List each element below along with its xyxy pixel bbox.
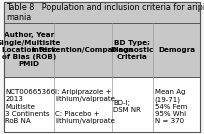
Text: Author, Year
Single/Multisite
Location Risk
of Bias (ROB)
PMID: Author, Year Single/Multisite Location R… (0, 32, 61, 68)
Text: BD Type;
Diagnostic
Criteria: BD Type; Diagnostic Criteria (111, 40, 154, 60)
Text: Mean Ag
(19-71)
54% Fem
95% Whi
N = 370: Mean Ag (19-71) 54% Fem 95% Whi N = 370 (155, 89, 187, 124)
Bar (4, 2, 200, 23)
Text: mania: mania (6, 13, 31, 23)
Bar (4, 77, 200, 134)
Text: Intervention/Comparison: Intervention/Comparison (32, 47, 134, 53)
Bar (4, 23, 200, 77)
Text: NCT00665366
2013
Multisite
3 Continents
RoB NA: NCT00665366 2013 Multisite 3 Continents … (5, 89, 55, 124)
Text: Demogra: Demogra (158, 47, 195, 53)
Text: I: Aripiprazole +
lithium/valproate

C: Placebo +
lithium/valproate: I: Aripiprazole + lithium/valproate C: P… (55, 89, 115, 124)
Text: Table 8   Population and inclusion criteria for aripiprazole pl: Table 8 Population and inclusion criteri… (6, 3, 204, 12)
Text: BD-I;
DSM NR: BD-I; DSM NR (113, 100, 141, 113)
